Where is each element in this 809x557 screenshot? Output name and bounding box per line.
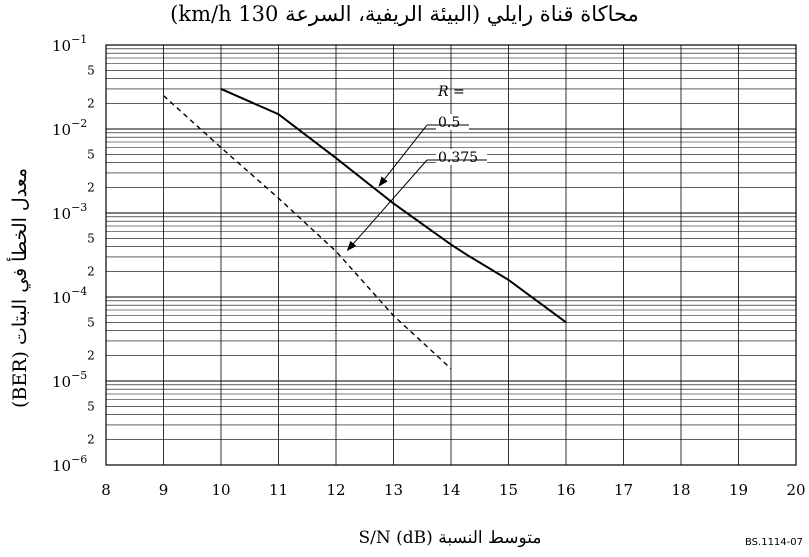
x-tick-label: 8 — [101, 481, 111, 499]
y-minor-tick-label: 5 — [87, 399, 95, 413]
y-tick-label: 10−1 — [52, 33, 87, 55]
y-tick-label: 10−2 — [52, 117, 87, 139]
x-tick-label: 20 — [786, 481, 805, 499]
series-label: 0.375 — [438, 150, 478, 166]
x-tick-label: 15 — [499, 481, 518, 499]
x-axis-label: متوسط النسبة S/N (dB) — [358, 528, 542, 548]
figure-code: BS.1114-07 — [745, 537, 803, 548]
x-tick-label: 12 — [326, 481, 345, 499]
chart-title: محاكاة قناة رايلي (البيئة الريفية، السرع… — [170, 2, 639, 26]
x-tick-label: 19 — [729, 481, 748, 499]
y-minor-tick-label: 2 — [87, 265, 95, 279]
x-tick-label: 9 — [159, 481, 169, 499]
y-tick-label: 10−6 — [52, 453, 87, 475]
grid — [105, 44, 797, 466]
series-annotations: R = 0.5 0.375 — [346, 84, 487, 252]
callout-arrow — [346, 159, 428, 252]
y-minor-tick-label: 2 — [87, 433, 95, 447]
callout-label-bg — [436, 114, 469, 130]
callout-label-bg — [436, 149, 487, 165]
y-minor-tick-label: 5 — [87, 231, 95, 245]
x-tick-label: 18 — [671, 481, 690, 499]
plot-frame — [105, 44, 797, 466]
y-tick-label: 10−5 — [52, 369, 87, 391]
y-minor-tick-label: 2 — [87, 349, 95, 363]
y-minor-tick-label: 5 — [87, 63, 95, 77]
series-line-0-5 — [220, 87, 567, 324]
x-tick-label: 17 — [614, 481, 633, 499]
x-tick-label: 14 — [441, 481, 460, 499]
y-tick-label: 10−3 — [52, 201, 87, 223]
callout-arrow — [378, 124, 428, 187]
legend-title: R = — [437, 84, 465, 100]
y-minor-tick-label: 2 — [87, 97, 95, 111]
y-minor-tick-label: 5 — [87, 147, 95, 161]
series-line-0-375 — [163, 95, 452, 370]
y-minor-tick-label: 2 — [87, 181, 95, 195]
x-tick-label: 13 — [384, 481, 403, 499]
y-minor-tick-label: 5 — [87, 315, 95, 329]
x-tick-label: 10 — [211, 481, 230, 499]
series-label: 0.5 — [438, 115, 460, 131]
x-tick-label: 16 — [556, 481, 575, 499]
x-tick-label: 11 — [269, 481, 288, 499]
y-tick-label: 10−4 — [52, 285, 87, 307]
